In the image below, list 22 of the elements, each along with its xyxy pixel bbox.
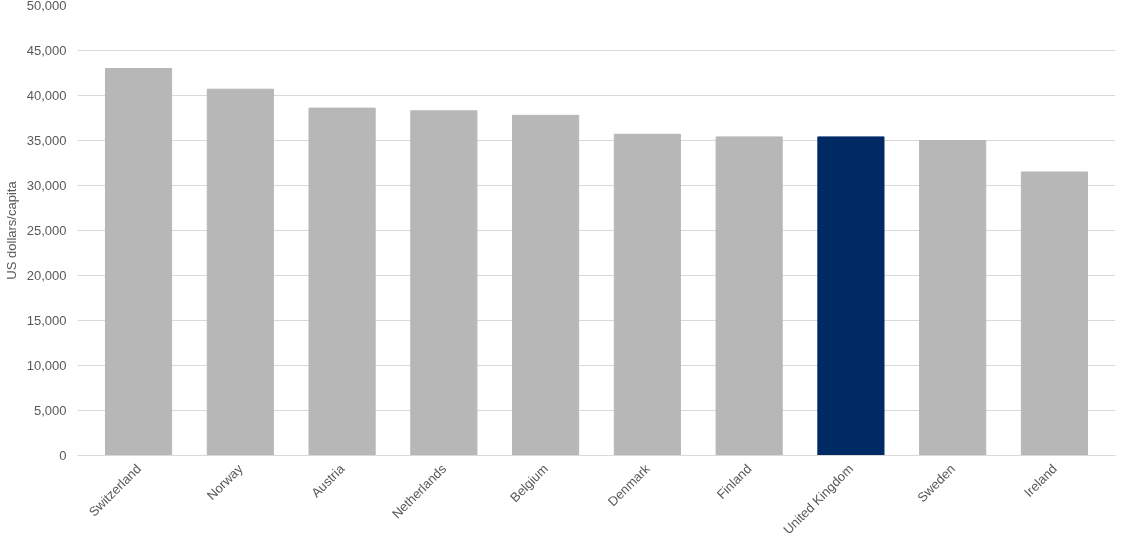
y-tick-label: 45,000 xyxy=(26,43,67,58)
bar xyxy=(410,110,478,456)
bar xyxy=(817,136,885,456)
bar xyxy=(1020,171,1089,456)
bar xyxy=(104,68,173,456)
y-tick-label: 0 xyxy=(59,448,67,463)
bar xyxy=(715,136,783,456)
bar xyxy=(308,107,376,456)
y-tick-label: 20,000 xyxy=(26,268,67,283)
y-tick-label: 25,000 xyxy=(26,223,67,238)
y-axis-title: US dollars/capita xyxy=(3,180,19,280)
y-tick-label: 15,000 xyxy=(26,313,67,328)
y-tick-label: 5,000 xyxy=(33,403,67,418)
bar xyxy=(206,88,274,456)
y-tick-label: 10,000 xyxy=(26,358,67,373)
bar xyxy=(613,133,681,456)
y-tick-label: 50,000 xyxy=(26,0,67,13)
bar xyxy=(919,140,987,456)
y-tick-label: 35,000 xyxy=(26,133,67,148)
bar xyxy=(512,114,580,456)
y-tick-label: 30,000 xyxy=(26,178,67,193)
y-tick-label: 40,000 xyxy=(26,88,67,103)
